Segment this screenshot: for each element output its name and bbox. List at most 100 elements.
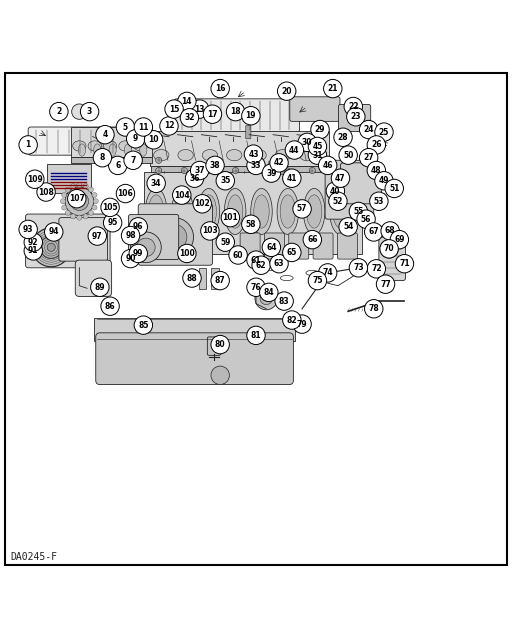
Circle shape (109, 156, 127, 175)
Circle shape (326, 182, 345, 200)
Circle shape (308, 146, 327, 165)
Text: 67: 67 (369, 228, 379, 237)
Text: 35: 35 (220, 176, 230, 185)
Circle shape (284, 167, 290, 174)
Circle shape (26, 170, 44, 188)
Circle shape (232, 167, 239, 174)
Text: 37: 37 (195, 166, 205, 175)
Text: 54: 54 (343, 222, 353, 232)
Ellipse shape (254, 195, 269, 228)
FancyBboxPatch shape (325, 160, 374, 219)
FancyBboxPatch shape (279, 161, 284, 175)
Circle shape (101, 198, 119, 216)
Text: 95: 95 (108, 218, 118, 227)
Text: 91: 91 (28, 246, 38, 255)
Ellipse shape (148, 195, 164, 228)
Circle shape (190, 161, 209, 180)
Text: 97: 97 (92, 232, 102, 241)
Text: 15: 15 (169, 105, 179, 114)
Circle shape (283, 311, 301, 329)
Text: 25: 25 (379, 128, 389, 137)
Circle shape (308, 271, 327, 290)
Ellipse shape (109, 144, 116, 156)
Text: 86: 86 (105, 302, 115, 311)
Circle shape (229, 246, 247, 264)
Circle shape (93, 198, 98, 204)
Circle shape (121, 226, 140, 245)
FancyBboxPatch shape (211, 269, 219, 289)
FancyBboxPatch shape (240, 233, 260, 259)
Ellipse shape (198, 188, 220, 235)
Text: 5: 5 (123, 122, 128, 131)
Text: 60: 60 (233, 251, 243, 260)
FancyBboxPatch shape (379, 237, 406, 281)
Circle shape (260, 283, 278, 302)
Text: 38: 38 (210, 161, 220, 170)
Circle shape (283, 169, 301, 188)
Circle shape (93, 149, 112, 167)
Text: 20: 20 (282, 87, 292, 96)
Circle shape (61, 205, 67, 210)
Text: 108: 108 (38, 188, 54, 197)
Circle shape (211, 336, 229, 354)
Circle shape (61, 193, 67, 198)
Circle shape (185, 169, 204, 188)
Circle shape (124, 151, 142, 170)
FancyBboxPatch shape (264, 233, 285, 259)
Text: 14: 14 (182, 97, 192, 106)
Text: 48: 48 (371, 166, 381, 175)
Text: 10: 10 (148, 135, 159, 144)
Text: 61: 61 (251, 256, 261, 265)
FancyBboxPatch shape (75, 260, 112, 297)
Text: 31: 31 (312, 151, 323, 160)
Circle shape (83, 214, 88, 219)
Circle shape (134, 316, 153, 334)
FancyBboxPatch shape (133, 128, 138, 142)
Text: 99: 99 (133, 249, 143, 258)
Text: 53: 53 (374, 197, 384, 205)
Circle shape (144, 131, 163, 149)
Circle shape (376, 275, 395, 293)
Text: 65: 65 (287, 248, 297, 257)
Ellipse shape (330, 188, 351, 235)
Circle shape (181, 167, 187, 174)
Text: 62: 62 (256, 261, 266, 270)
Ellipse shape (73, 141, 86, 151)
Text: 85: 85 (138, 321, 148, 330)
Text: 101: 101 (223, 213, 238, 222)
Circle shape (278, 82, 296, 100)
FancyBboxPatch shape (71, 127, 152, 157)
Circle shape (65, 211, 70, 216)
Text: 16: 16 (215, 84, 225, 93)
Circle shape (339, 146, 357, 165)
Circle shape (357, 210, 375, 228)
Text: 58: 58 (246, 219, 256, 229)
FancyBboxPatch shape (207, 337, 221, 355)
Circle shape (285, 141, 304, 160)
Text: 23: 23 (351, 112, 361, 121)
FancyBboxPatch shape (199, 269, 206, 289)
Text: 76: 76 (251, 283, 261, 292)
Circle shape (365, 223, 383, 241)
Circle shape (201, 222, 219, 240)
Text: 50: 50 (343, 151, 353, 160)
Circle shape (226, 103, 245, 121)
Circle shape (242, 107, 260, 125)
Circle shape (367, 136, 386, 154)
Circle shape (211, 79, 229, 98)
Text: 44: 44 (289, 145, 300, 154)
Ellipse shape (88, 141, 101, 151)
Text: 75: 75 (312, 276, 323, 285)
Text: 9: 9 (133, 134, 138, 144)
Text: 40: 40 (330, 186, 340, 195)
Text: 68: 68 (385, 226, 395, 235)
Text: 69: 69 (394, 235, 404, 244)
Circle shape (89, 187, 94, 192)
FancyBboxPatch shape (47, 164, 91, 193)
Circle shape (247, 278, 265, 297)
Text: 33: 33 (251, 161, 261, 170)
Circle shape (381, 222, 399, 240)
Text: 7: 7 (131, 156, 136, 165)
Circle shape (19, 220, 37, 239)
Text: 96: 96 (133, 222, 143, 232)
